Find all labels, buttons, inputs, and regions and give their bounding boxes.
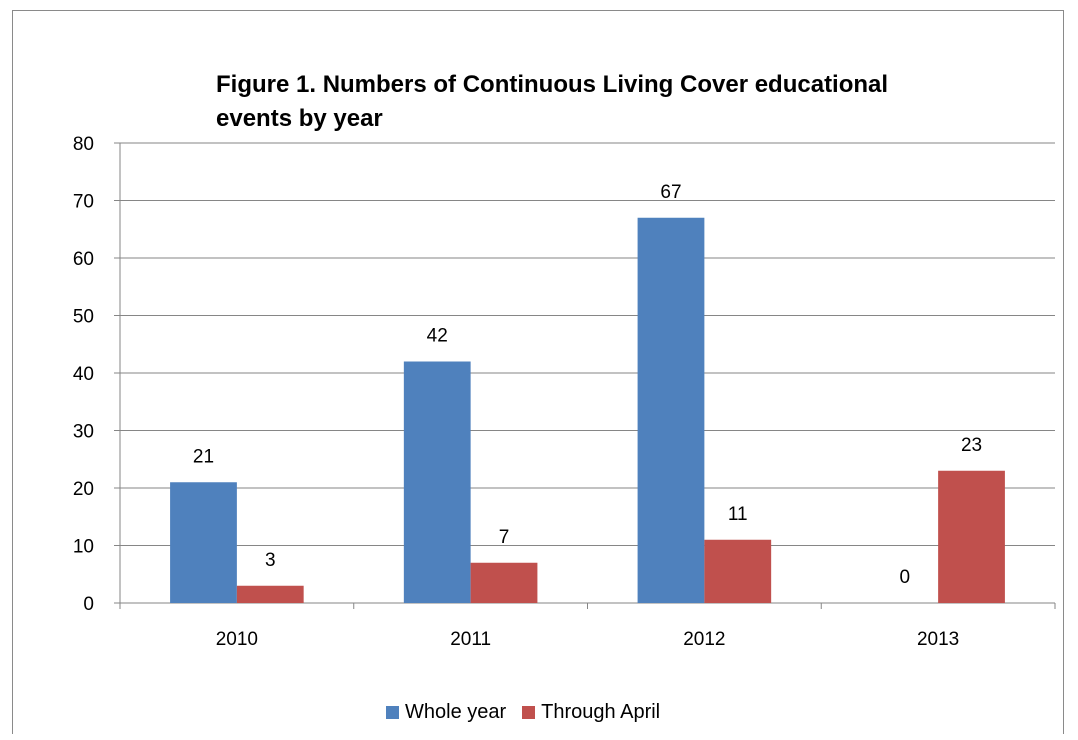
y-tick-label: 60 xyxy=(73,249,94,270)
x-tick-label: 2012 xyxy=(683,629,725,650)
chart-frame xyxy=(12,10,1064,734)
y-tick-label: 10 xyxy=(73,537,94,558)
legend-swatch-whole-year xyxy=(386,705,399,719)
legend-swatch-through-april xyxy=(522,705,536,719)
y-tick-label: 50 xyxy=(73,307,94,328)
bar xyxy=(938,470,1005,603)
x-tick-label: 2013 xyxy=(917,629,959,650)
bar xyxy=(403,361,471,603)
data-label: 0 xyxy=(899,567,910,588)
legend-item-through-april: Through April xyxy=(522,701,660,724)
bar xyxy=(170,482,237,603)
y-tick-label: 70 xyxy=(73,192,94,213)
chart-title-line-1: Figure 1. Numbers of Continuous Living C… xyxy=(216,71,889,98)
legend-label-through-april: Through April xyxy=(541,700,661,723)
bar xyxy=(637,217,705,603)
y-tick-label: 40 xyxy=(73,364,94,385)
x-tick-label: 2011 xyxy=(450,629,491,650)
x-tick-label: 2010 xyxy=(216,629,258,650)
chart-title-line-2: events by year xyxy=(216,105,383,132)
y-tick-label: 0 xyxy=(83,594,94,615)
data-label: 21 xyxy=(193,446,214,467)
bar xyxy=(704,539,772,603)
y-tick-label: 30 xyxy=(73,422,94,443)
data-label: 11 xyxy=(728,504,748,525)
bar xyxy=(470,562,538,603)
data-label: 3 xyxy=(265,550,276,571)
legend: Whole year Through April xyxy=(386,699,676,725)
y-tick-label: 20 xyxy=(73,479,94,500)
bar xyxy=(236,585,304,603)
data-label: 42 xyxy=(427,326,448,347)
legend-label-whole-year: Whole year xyxy=(405,700,507,723)
data-label: 67 xyxy=(660,182,681,203)
data-label: 7 xyxy=(499,527,510,548)
data-label: 23 xyxy=(961,435,982,456)
chart-title: Figure 1. Numbers of Continuous Living C… xyxy=(216,68,1016,136)
legend-item-whole-year: Whole year xyxy=(386,701,506,724)
y-tick-label: 80 xyxy=(73,134,94,155)
